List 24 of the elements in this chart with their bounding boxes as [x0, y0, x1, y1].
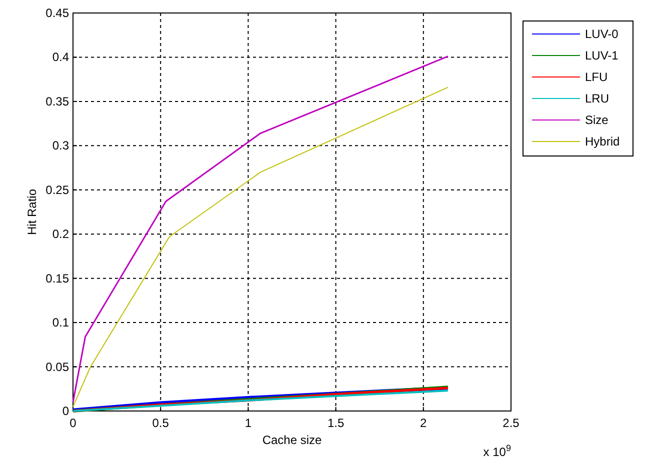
legend-label: Hybrid — [585, 134, 620, 148]
y-tick-label: 0.35 — [46, 94, 70, 108]
x-tick-label: 0.5 — [152, 416, 170, 430]
y-tick-label: 0.45 — [46, 6, 70, 20]
y-tick-label: 0 — [62, 404, 70, 418]
y-tick-label: 0.1 — [52, 316, 70, 330]
x-tick-label: 2.5 — [502, 416, 520, 430]
x-tick-label: 2 — [420, 416, 428, 430]
y-tick-label: 0.2 — [52, 227, 70, 242]
text: x 10$^{9}$ — [483, 443, 511, 459]
x-tick-label: 1.5 — [327, 416, 344, 430]
y-tick-label: 0.4 — [52, 50, 70, 64]
y-tick-label: 0.25 — [46, 182, 70, 197]
y-axis-title: Hit Ratio — [25, 188, 39, 236]
legend-label: Size — [585, 113, 609, 127]
legend-label: LUV-1 — [585, 48, 619, 62]
legend-label: LFU — [585, 70, 608, 84]
y-tick-label: 0.05 — [46, 360, 70, 374]
y-tick-label: 0.3 — [52, 138, 70, 153]
legend-label: LUV-0 — [585, 27, 619, 41]
legend-label: LRU — [585, 92, 610, 106]
y-tick-label: 0.15 — [46, 271, 70, 286]
x-axis-title: Cache size — [262, 433, 322, 447]
x-tick-label: 1 — [244, 416, 252, 430]
